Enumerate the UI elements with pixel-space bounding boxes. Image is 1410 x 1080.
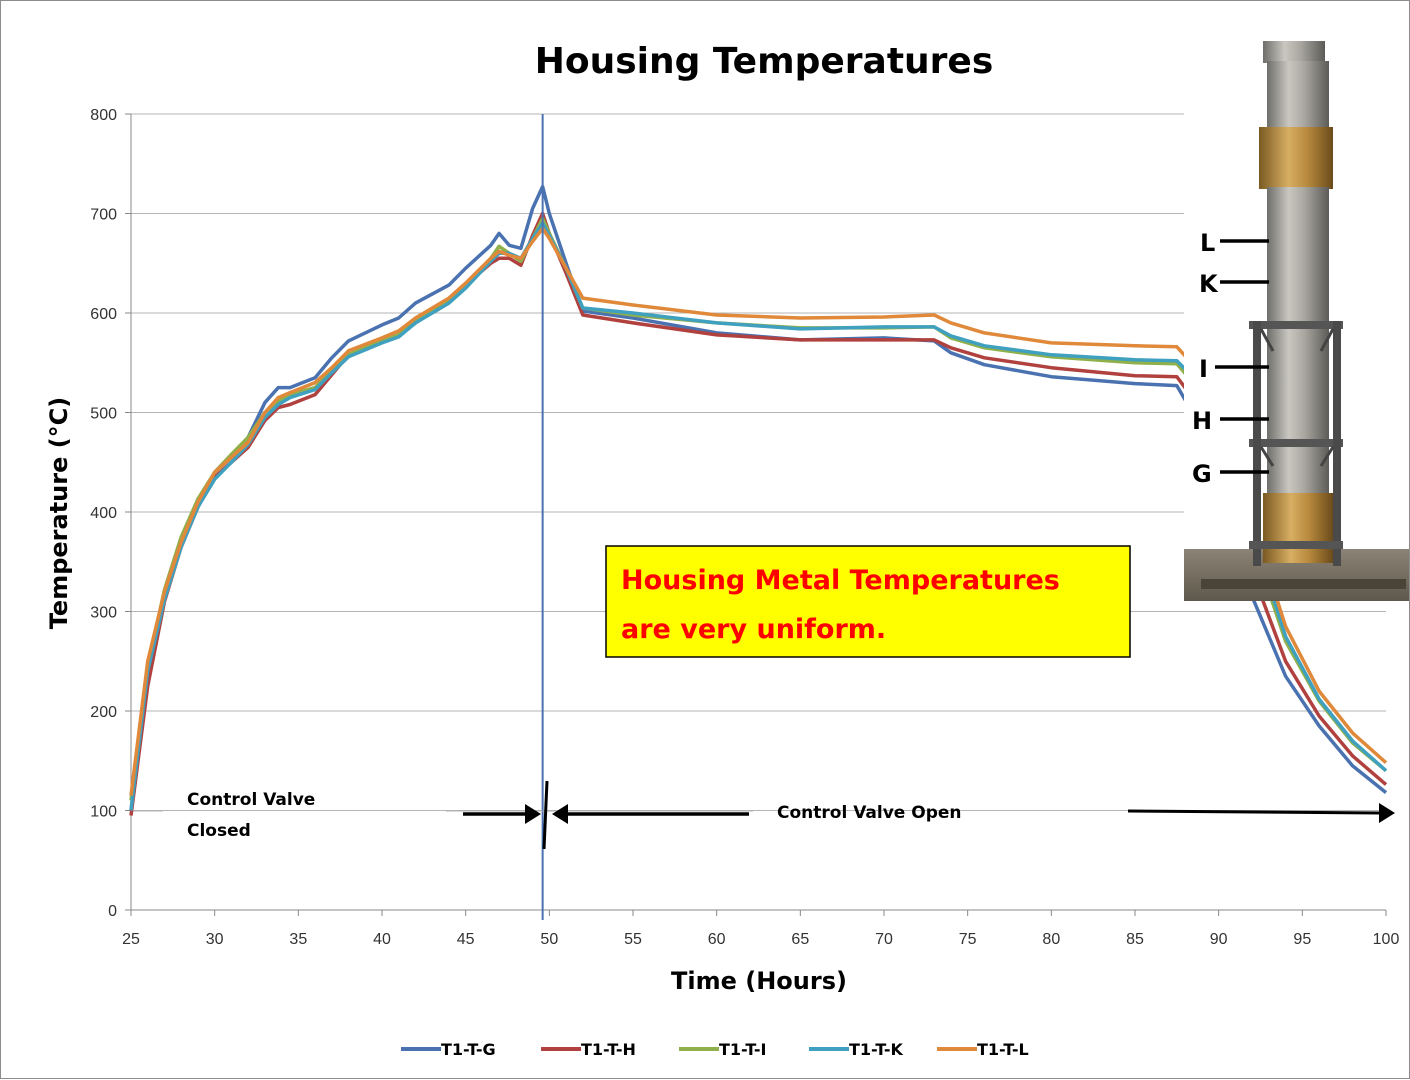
- callout-background: [605, 545, 1131, 658]
- legend-item-t1-t-i: T1-T-I: [679, 1040, 767, 1059]
- legend-item-t1-t-h: T1-T-H: [541, 1040, 636, 1059]
- photo-lower-brass-ring: [1263, 493, 1333, 563]
- photo-frame-bottom-bar: [1249, 541, 1343, 549]
- callout-line2: are very uniform.: [621, 614, 886, 645]
- axes: [125, 113, 1387, 916]
- photo-frame-top-bar: [1249, 321, 1343, 329]
- x-tick-label: 30: [206, 931, 224, 948]
- x-tick-label: 80: [1042, 931, 1060, 948]
- legend-label: T1-T-H: [581, 1040, 636, 1059]
- photo-frame-brace: [1319, 446, 1335, 467]
- x-tick-label: 85: [1126, 931, 1144, 948]
- x-tick-label: 70: [875, 931, 893, 948]
- y-axis-title: Temperature (°C): [45, 397, 73, 630]
- photo-base-rail: [1201, 579, 1406, 589]
- callout-box: Housing Metal Temperatures are very unif…: [605, 545, 1131, 658]
- y-tick-label: 300: [90, 605, 117, 622]
- x-tick-label: 65: [791, 931, 809, 948]
- photo-frame-left-post: [1253, 321, 1261, 566]
- x-tick-labels: 25 30 35 40 45 50 55 60 65 70 75 80 85 90 95 100: [122, 931, 1399, 948]
- photo-label-k: K: [1199, 270, 1219, 298]
- y-tick-labels: 0 100 200 300 400 500 600 700 800: [90, 107, 117, 920]
- y-tick-label: 0: [108, 903, 117, 920]
- photo-upper-brass-ring: [1259, 127, 1333, 189]
- x-tick-label: 40: [373, 931, 391, 948]
- annotation-valve-closed-line2: Closed: [187, 821, 251, 841]
- legend: T1-T-G T1-T-H T1-T-I T1-T-K T1-T-L: [401, 1040, 1029, 1059]
- legend-label: T1-T-I: [719, 1040, 767, 1059]
- legend-label: T1-T-K: [849, 1040, 904, 1059]
- x-axis-title: Time (Hours): [671, 967, 847, 995]
- legend-label: T1-T-G: [441, 1040, 496, 1059]
- photo-frame-brace: [1259, 446, 1275, 467]
- y-tick-label: 700: [90, 207, 117, 224]
- y-tick-label: 100: [90, 804, 117, 821]
- photo-main-tube: [1267, 187, 1329, 497]
- x-tick-label: 60: [708, 931, 726, 948]
- y-tick-label: 800: [90, 107, 117, 124]
- annotation-valve-open: Control Valve Open: [777, 803, 962, 823]
- x-tick-label: 25: [122, 931, 140, 948]
- photo-frame-brace: [1259, 328, 1275, 352]
- arrow-closed-head: [525, 804, 541, 824]
- x-tick-label: 55: [624, 931, 642, 948]
- x-tick-label: 50: [540, 931, 558, 948]
- valve-annotations: Control Valve Closed Control Valve Open: [133, 780, 1395, 850]
- photo-frame-mid-bar: [1249, 439, 1343, 447]
- photo-upper-tube: [1267, 61, 1329, 131]
- photo-label-i: I: [1199, 355, 1208, 383]
- series-line-t1-t-l: [129, 226, 1388, 796]
- x-tick-label: 45: [457, 931, 475, 948]
- y-tick-label: 400: [90, 505, 117, 522]
- chart-title: Housing Temperatures: [535, 41, 994, 82]
- photo-label-l: L: [1200, 229, 1215, 257]
- series-lines: [129, 184, 1388, 816]
- photo-frame-right-post: [1333, 321, 1341, 566]
- x-tick-label: 35: [289, 931, 307, 948]
- x-tick-label: 90: [1210, 931, 1228, 948]
- legend-item-t1-t-l: T1-T-L: [937, 1040, 1029, 1059]
- legend-item-t1-t-g: T1-T-G: [401, 1040, 496, 1059]
- y-tick-label: 200: [90, 704, 117, 721]
- annotation-valve-closed-line1: Control Valve: [187, 790, 315, 810]
- legend-label: T1-T-L: [977, 1040, 1029, 1059]
- x-tick-label: 100: [1373, 931, 1400, 948]
- photo-label-h: H: [1192, 407, 1212, 435]
- legend-item-t1-t-k: T1-T-K: [809, 1040, 904, 1059]
- arrow-open-head: [552, 804, 568, 824]
- y-tick-label: 500: [90, 406, 117, 423]
- valve-switch-tick: [542, 780, 549, 850]
- arrow-open-right-head: [1379, 803, 1395, 823]
- x-tick-label: 95: [1293, 931, 1311, 948]
- y-tick-label: 600: [90, 306, 117, 323]
- photo-top-cap: [1263, 41, 1325, 63]
- x-tick-label: 75: [959, 931, 977, 948]
- housing-photo: L K I H G: [1184, 33, 1409, 601]
- arrow-open-right-line: [1127, 809, 1382, 815]
- photo-frame-brace: [1319, 328, 1335, 352]
- callout-line1: Housing Metal Temperatures: [621, 565, 1060, 596]
- photo-label-g: G: [1192, 460, 1212, 488]
